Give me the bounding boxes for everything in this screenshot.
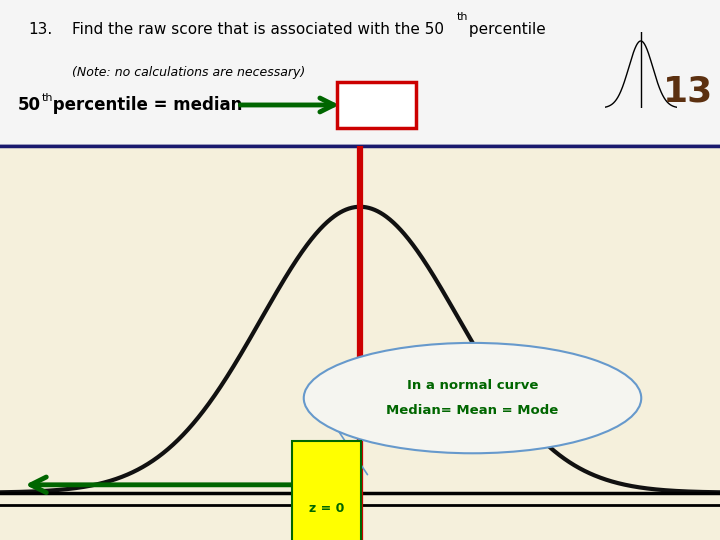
Text: th: th xyxy=(42,93,53,103)
Text: percentile = median: percentile = median xyxy=(47,96,242,114)
Text: z = 0: z = 0 xyxy=(309,502,344,515)
Text: 30: 30 xyxy=(363,96,390,114)
Text: 13: 13 xyxy=(662,75,713,109)
FancyBboxPatch shape xyxy=(292,441,361,540)
Text: percentile: percentile xyxy=(464,22,546,37)
FancyBboxPatch shape xyxy=(337,82,416,129)
Text: Median= Mean = Mode: Median= Mean = Mode xyxy=(387,404,559,417)
Text: th: th xyxy=(457,12,469,22)
Text: Find the raw score that is associated with the 50: Find the raw score that is associated wi… xyxy=(72,22,444,37)
Text: In a normal curve: In a normal curve xyxy=(407,379,538,392)
Text: 50: 50 xyxy=(18,96,41,114)
Ellipse shape xyxy=(304,343,642,453)
Text: (Note: no calculations are necessary): (Note: no calculations are necessary) xyxy=(72,65,305,79)
Text: 13.: 13. xyxy=(29,22,53,37)
